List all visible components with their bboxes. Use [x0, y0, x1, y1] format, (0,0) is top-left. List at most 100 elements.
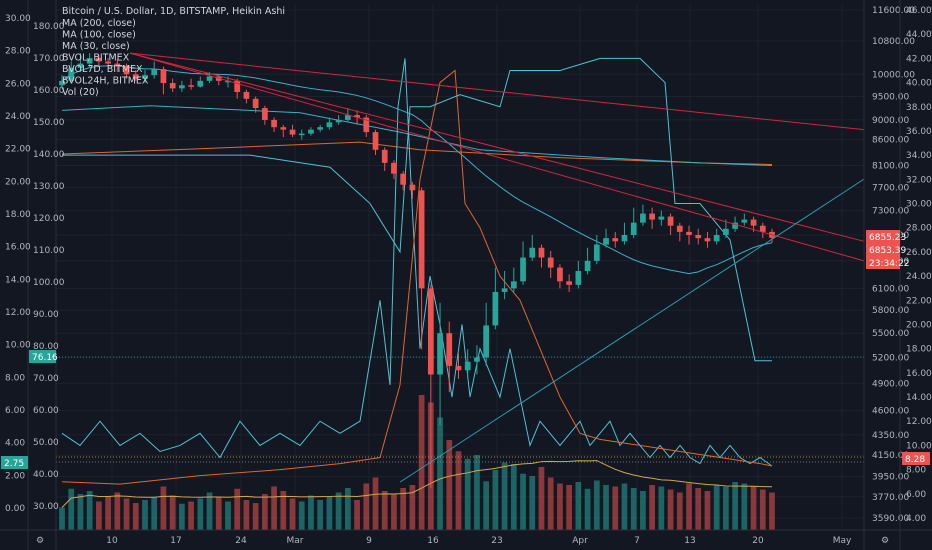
candle-body [741, 219, 748, 223]
volume-bar [298, 501, 305, 530]
candle-body [400, 173, 407, 185]
x-tick-label: Mar [287, 536, 304, 546]
volume-bar [501, 462, 508, 530]
badges: 6855.23 6853.39 23:34:22 8.28 76.16 2.75 [1, 230, 930, 469]
badge-bvol-right: 8.28 [905, 455, 925, 465]
x-tick-label: 13 [684, 536, 695, 546]
badge-countdown-bg [866, 256, 900, 269]
bvol-tick-label: 12.00 [906, 417, 932, 427]
badge-price-prev-bg [866, 243, 900, 256]
x-tick-label: Apr [572, 536, 588, 546]
bvol-tick-label: 24.00 [906, 272, 932, 282]
candle-body [667, 216, 674, 226]
volume-bar [261, 494, 268, 530]
bvol-tick-label: 32.00 [906, 175, 932, 185]
candle-body [695, 235, 702, 239]
price-tick-label: 9500.00 [872, 93, 909, 103]
volume-bar [621, 483, 628, 530]
volume-bar [713, 485, 720, 530]
candle-body [123, 65, 130, 75]
volume-bar [326, 496, 333, 530]
bvol-tick-label: 36.00 [906, 127, 932, 137]
left-axis-2-tick-label: 60.00 [33, 406, 59, 416]
badge-left-vol-bg [29, 350, 56, 363]
candle-body [676, 225, 683, 232]
price-tick-label: 3590.00 [872, 514, 909, 524]
left-axis-2-tick-label: 130.00 [33, 182, 65, 192]
volume-bar [455, 451, 462, 530]
price-tick-label: 5800.00 [872, 306, 909, 316]
left-axis-1-tick-label: 28.00 [5, 47, 31, 57]
bvol-tick-label: 18.00 [906, 345, 932, 355]
volume-bar [335, 492, 342, 530]
volume-bar [676, 492, 683, 530]
volume-bar [538, 467, 545, 530]
bvol-tick-label: 14.00 [906, 393, 932, 403]
volume-bar [446, 440, 453, 530]
left-axis-1-tick-label: 4.00 [5, 439, 25, 449]
volume-bar [132, 503, 139, 530]
badge-bvol-right-bg [902, 452, 930, 465]
bvol-tick-label: 40.00 [906, 79, 932, 89]
x-tick-label: 20 [752, 536, 764, 546]
candle-body [510, 281, 517, 289]
candle-body [713, 235, 720, 242]
candle-body [759, 225, 766, 232]
candle-body [750, 219, 757, 226]
candles [59, 53, 775, 488]
x-tick-label: 7 [634, 536, 640, 546]
indicators [56, 57, 864, 485]
bvol-tick-label: 10.00 [906, 441, 932, 451]
candle-body [566, 281, 573, 285]
volume-bar [464, 458, 471, 530]
volume-bar [280, 491, 287, 530]
candle-body [354, 115, 360, 118]
badge-price-last: 6855.23 [869, 233, 906, 243]
volume-bar [492, 470, 499, 530]
candle-body [317, 127, 324, 130]
candle-body [446, 333, 453, 366]
volume-bar [372, 477, 379, 530]
candle-body [132, 74, 139, 79]
volume-bar [695, 488, 702, 530]
volume-bar [547, 477, 554, 530]
candle-body [686, 231, 692, 236]
price-tick-label: 3770.00 [872, 493, 909, 503]
candle-body [142, 75, 148, 79]
bvol-tick-label: 46.00 [906, 6, 932, 16]
volume-bar [96, 501, 102, 530]
candle-body [344, 115, 351, 120]
candle-body [593, 244, 600, 261]
candle-body [474, 357, 480, 362]
candle-body [280, 127, 287, 130]
volume-bar [557, 483, 563, 530]
volume-bar [169, 495, 176, 530]
bvol-tick-label: 26.00 [906, 248, 932, 258]
candle-body [234, 80, 241, 92]
x-tick-label: 23 [491, 536, 502, 546]
candle-body [640, 213, 646, 223]
badge-left-small: 2.75 [4, 459, 24, 469]
volume-bar [704, 491, 711, 530]
candle-body [169, 83, 176, 89]
volume-bar [354, 500, 360, 530]
volume-bar [68, 488, 75, 530]
bvol-tick-label: 34.00 [906, 151, 932, 161]
left-axis-1-tick-label: 6.00 [5, 406, 25, 416]
volume-bar [483, 481, 490, 530]
volume-bar [658, 486, 665, 530]
volume-bar [271, 486, 277, 530]
candle-body [464, 361, 471, 371]
volume-ma-line [61, 460, 773, 508]
left-axis-1-tick-label: 30.00 [5, 14, 31, 24]
volume-bar [123, 498, 130, 530]
price-tick-label: 9000.00 [872, 116, 909, 126]
trendline-support [399, 178, 865, 483]
candle-body [261, 108, 268, 120]
bvol-tick-label: 28.00 [906, 224, 932, 234]
candle-body [271, 119, 277, 128]
volume-bar [381, 491, 388, 530]
badge-left-vol: 76.16 [32, 353, 58, 363]
volume-bar [197, 498, 204, 530]
candle-body [179, 85, 185, 89]
